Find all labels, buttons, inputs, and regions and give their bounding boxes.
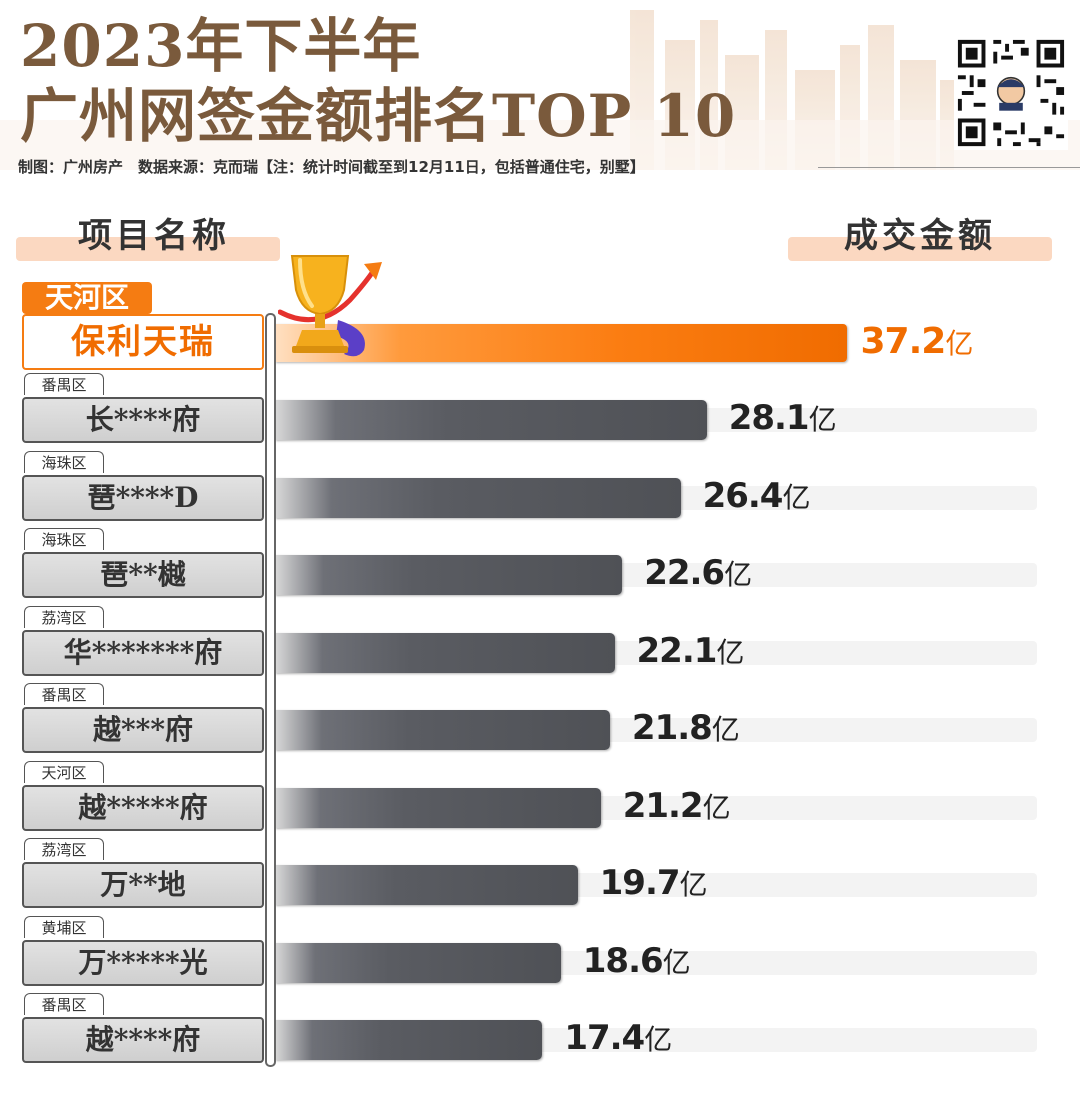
district-tag: 黄埔区 <box>24 915 104 938</box>
chart-title-line2: 广州网签金额排名TOP 10 <box>20 82 737 150</box>
district-tag: 番禺区 <box>24 373 104 395</box>
value-number: 21.2 <box>622 785 704 826</box>
bar <box>275 1020 543 1060</box>
value-unit: 亿 <box>702 790 731 824</box>
district-tag: 番禺区 <box>24 993 104 1015</box>
credit-divider <box>818 167 1080 168</box>
value-unit: 亿 <box>711 713 740 746</box>
bar <box>275 710 610 750</box>
value-label: 21.8亿 <box>632 708 740 748</box>
source-note: 制图：广州房产 数据来源：克而瑞【注：统计时间截至到12月11日，包括普通住宅，… <box>18 158 645 176</box>
bar <box>275 632 615 673</box>
bar <box>275 555 623 595</box>
value-unit: 亿 <box>782 480 811 514</box>
project-name: 越****府 <box>22 1017 264 1063</box>
district-tag: 天河区 <box>22 282 152 314</box>
project-name: 长****府 <box>22 397 264 443</box>
value-unit: 亿 <box>679 868 708 901</box>
chart-title-line1: 2023年下半年 <box>20 12 422 80</box>
district-tag: 荔湾区 <box>24 605 104 628</box>
value-label: 37.2亿 <box>861 321 974 362</box>
value-number: 22.6 <box>644 553 725 593</box>
bar <box>275 787 601 828</box>
value-label: 28.1亿 <box>729 398 837 438</box>
bar <box>275 477 681 518</box>
value-unit: 亿 <box>644 1023 673 1056</box>
value-label: 26.4亿 <box>703 476 811 516</box>
value-label: 22.6亿 <box>644 553 752 593</box>
value-unit: 亿 <box>808 403 837 436</box>
value-unit: 亿 <box>724 558 753 591</box>
district-tag: 番禺区 <box>24 683 104 705</box>
value-number: 26.4 <box>702 475 784 516</box>
district-tag: 海珠区 <box>24 528 104 550</box>
bar <box>275 324 847 362</box>
district-tag: 荔湾区 <box>24 838 104 860</box>
value-unit: 亿 <box>716 635 745 669</box>
value-label: 18.6亿 <box>583 941 691 981</box>
bar <box>275 400 707 440</box>
bar <box>275 942 561 983</box>
bar <box>275 865 578 905</box>
project-name: 万**地 <box>22 862 264 908</box>
value-number: 22.1 <box>636 630 718 671</box>
value-number: 21.8 <box>631 708 713 748</box>
value-number: 37.2 <box>860 321 947 362</box>
value-number: 19.7 <box>599 863 681 903</box>
value-number: 17.4 <box>564 1018 645 1058</box>
value-number: 18.6 <box>582 940 664 981</box>
column-divider <box>265 313 276 1067</box>
project-name: 保利天瑞 <box>22 314 264 370</box>
skyline-background <box>0 10 1080 170</box>
project-name: 琶**樾 <box>22 552 264 598</box>
amount-header-pill <box>788 237 1052 261</box>
value-unit: 亿 <box>945 327 974 360</box>
project-name: 越***府 <box>22 707 264 753</box>
value-label: 22.1亿 <box>637 631 745 671</box>
value-number: 28.1 <box>728 398 810 438</box>
value-unit: 亿 <box>662 945 691 979</box>
value-label: 17.4亿 <box>564 1018 672 1058</box>
value-label: 21.2亿 <box>623 786 731 826</box>
project-name: 琶****D <box>22 474 264 521</box>
trophy-icon <box>278 255 382 357</box>
project-name: 华*******府 <box>22 629 264 676</box>
project-name: 万*****光 <box>22 939 264 986</box>
project-name: 越*****府 <box>22 784 264 831</box>
name-header-pill <box>16 237 280 261</box>
value-label: 19.7亿 <box>600 863 708 903</box>
district-tag: 海珠区 <box>24 450 104 473</box>
name-column-header: 项目名称 <box>78 216 230 256</box>
district-tag: 天河区 <box>24 760 104 783</box>
amount-column-header: 成交金额 <box>844 216 996 256</box>
qr-code-icon <box>954 36 1068 150</box>
